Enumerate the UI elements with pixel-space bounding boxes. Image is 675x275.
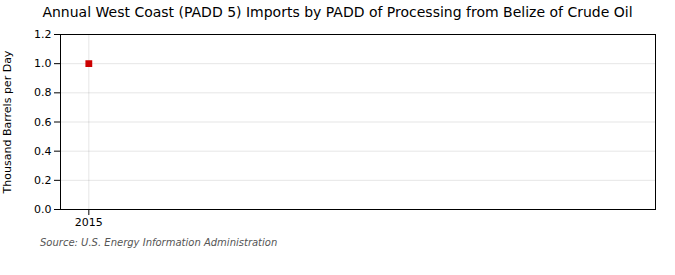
svg-text:0.6: 0.6 bbox=[34, 116, 52, 129]
svg-text:1.0: 1.0 bbox=[34, 57, 52, 70]
svg-text:2015: 2015 bbox=[75, 216, 103, 229]
html-text:Source: U.S. Energy Informatio: Source: U.S. Energy Information Administ… bbox=[40, 237, 278, 248]
svg-text:0.0: 0.0 bbox=[34, 203, 52, 216]
svg-text:0.8: 0.8 bbox=[34, 86, 52, 99]
html-text:Annual West Coast (PADD 5) Imp: Annual West Coast (PADD 5) Imports by PA… bbox=[42, 4, 633, 20]
svg-text:1.2: 1.2 bbox=[34, 28, 52, 41]
svg-text:0.4: 0.4 bbox=[34, 145, 52, 158]
svg-text:Thousand Barrels per Day: Thousand Barrels per Day bbox=[1, 50, 14, 194]
svg-text:0.2: 0.2 bbox=[34, 174, 52, 187]
